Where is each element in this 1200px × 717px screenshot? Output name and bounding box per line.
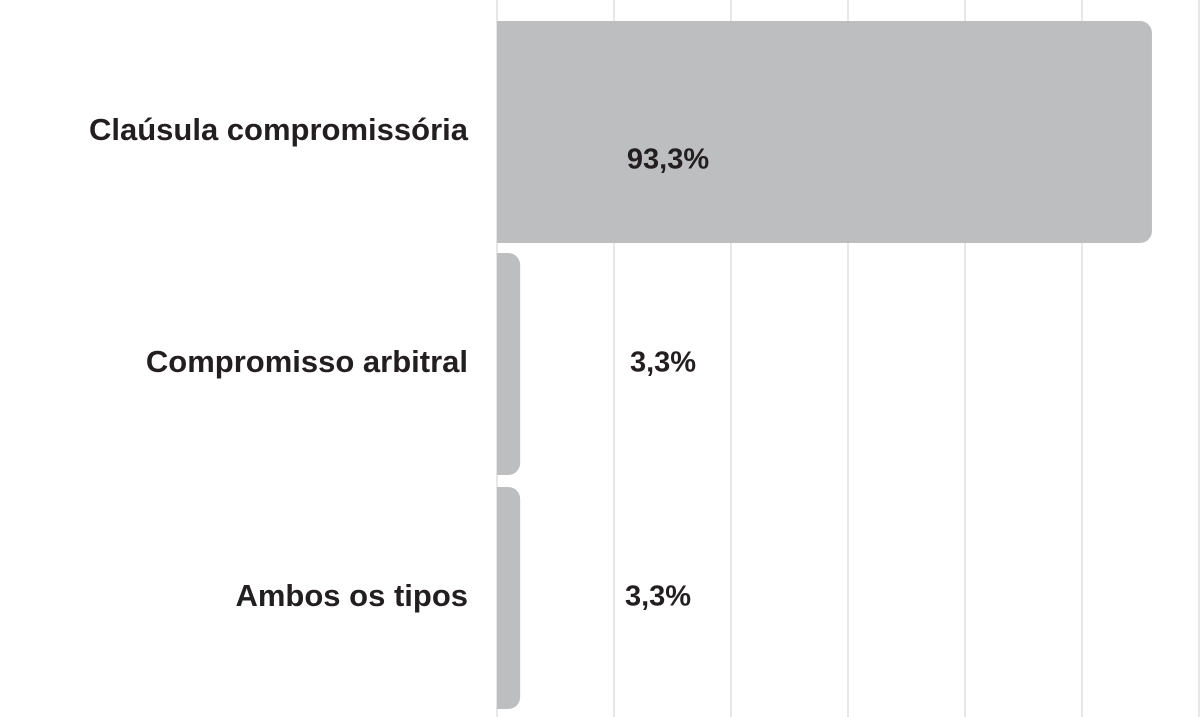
value-label: 3,3% (625, 581, 691, 613)
category-label: Compromisso arbitral (146, 344, 468, 379)
value-label: 93,3% (627, 144, 709, 176)
category-label: Ambos os tipos (235, 578, 468, 613)
value-label: 3,3% (630, 347, 696, 379)
category-label: Claúsula compromissória (89, 112, 469, 147)
bar (497, 487, 521, 709)
bar (497, 253, 521, 475)
bar (497, 21, 1152, 243)
